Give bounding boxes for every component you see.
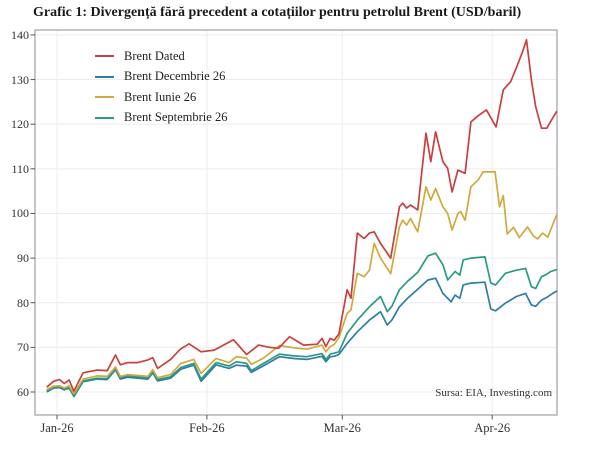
- y-tick-label: 70: [17, 340, 29, 355]
- series-line-brent-dated: [46, 38, 558, 392]
- x-tick-label: Mar-26: [323, 421, 361, 435]
- x-tick-label: Jan-26: [40, 421, 74, 435]
- y-tick-label: 140: [11, 27, 29, 42]
- legend-item: Brent Dated: [95, 46, 227, 67]
- y-tick-label: 90: [17, 251, 29, 266]
- legend-label: Brent Septembrie 26: [124, 110, 228, 125]
- y-tick-label: 60: [17, 385, 29, 399]
- legend-item: Brent Decembrie 26: [95, 67, 227, 88]
- legend-label: Brent Iunie 26: [124, 89, 197, 104]
- x-tick-label: Apr-26: [474, 421, 511, 435]
- legend-line-swatch: [95, 55, 114, 58]
- y-tick-label: 130: [11, 72, 29, 87]
- y-tick-label: 110: [11, 161, 29, 176]
- chart-title: Grafic 1: Divergență fără precedent a co…: [33, 5, 522, 20]
- legend-item: Brent Septembrie 26: [95, 108, 227, 129]
- series-line-brent-septembrie-26: [46, 252, 558, 397]
- legend-line-swatch: [95, 96, 114, 99]
- y-tick-label: 120: [11, 117, 29, 132]
- x-tick-label: Feb-26: [189, 421, 225, 435]
- source-note: Sursa: EIA, Investing.com: [435, 387, 552, 399]
- y-tick-label: 100: [11, 206, 29, 221]
- legend: Brent Dated Brent Decembrie 26 Brent Iunie…: [95, 46, 227, 128]
- legend-line-swatch: [95, 116, 114, 119]
- legend-item: Brent Iunie 26: [95, 87, 227, 108]
- legend-line-swatch: [95, 75, 114, 78]
- series-line-brent-decembrie-26: [46, 277, 558, 398]
- plot-border: [34, 29, 558, 416]
- legend-label: Brent Dated: [124, 48, 185, 63]
- legend-label: Brent Decembrie 26: [124, 69, 226, 84]
- y-tick-label: 80: [17, 295, 29, 310]
- series-line-brent-iunie-26: [46, 171, 558, 395]
